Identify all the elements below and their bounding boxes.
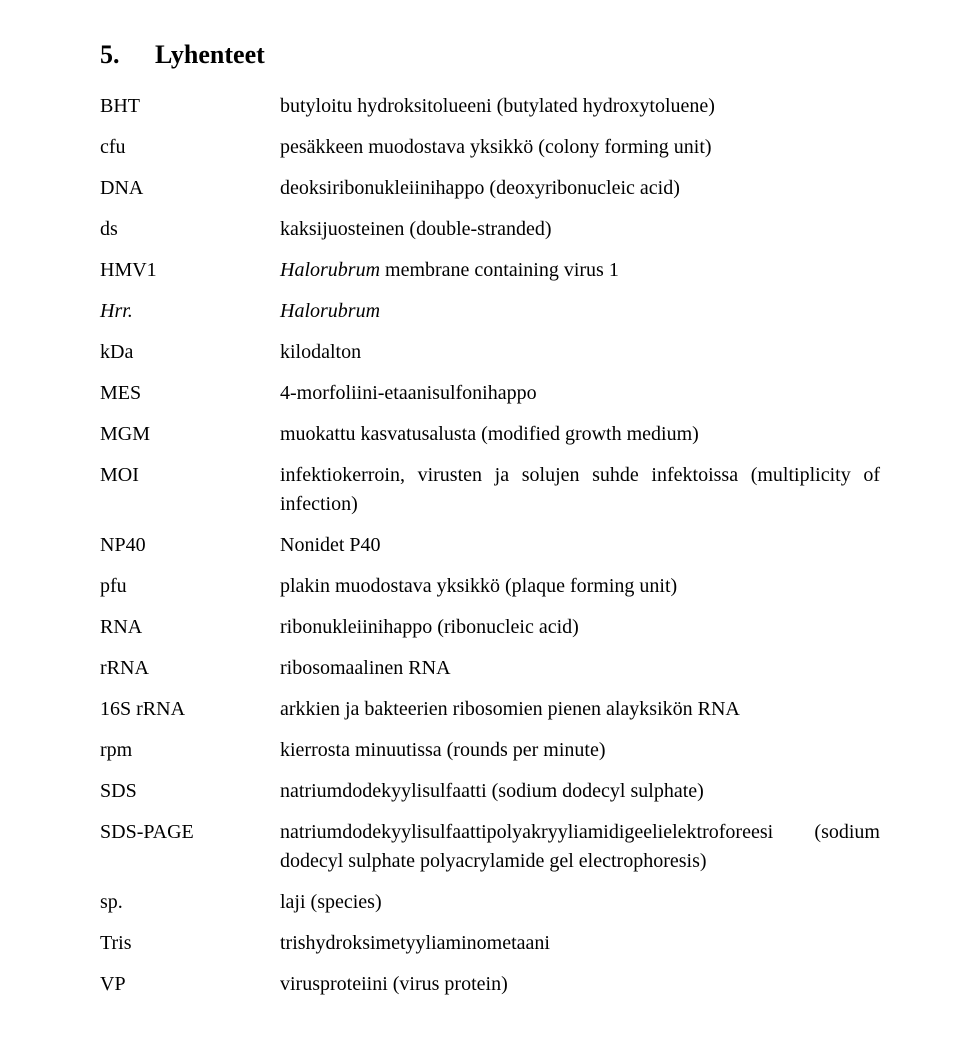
abbr-definition: kierrosta minuutissa (rounds per minute): [280, 736, 880, 765]
abbr-term: rRNA: [100, 654, 280, 683]
abbr-term: MGM: [100, 420, 280, 449]
abbr-row: SDS-PAGEnatriumdodekyylisulfaattipolyakr…: [100, 818, 880, 876]
abbr-row: VPvirusproteiini (virus protein): [100, 970, 880, 999]
abbr-row: cfupesäkkeen muodostava yksikkö (colony …: [100, 133, 880, 162]
abbr-definition: butyloitu hydroksitolueeni (butylated hy…: [280, 92, 880, 121]
abbr-term: VP: [100, 970, 280, 999]
page: 5.Lyhenteet BHTbutyloitu hydroksitolueen…: [0, 0, 960, 1051]
abbr-row: pfuplakin muodostava yksikkö (plaque for…: [100, 572, 880, 601]
abbr-definition: kilodalton: [280, 338, 880, 367]
abbr-definition: ribonukleiinihappo (ribonucleic acid): [280, 613, 880, 642]
abbr-definition: trishydroksimetyyliaminometaani: [280, 929, 880, 958]
abbr-definition: Nonidet P40: [280, 531, 880, 560]
abbr-definition: 4-morfoliini-etaanisulfonihappo: [280, 379, 880, 408]
abbr-row: 16S rRNAarkkien ja bakteerien ribosomien…: [100, 695, 880, 724]
abbr-term: rpm: [100, 736, 280, 765]
abbr-definition: natriumdodekyylisulfaatti (sodium dodecy…: [280, 777, 880, 806]
section-heading: 5.Lyhenteet: [100, 40, 880, 70]
abbr-term: MES: [100, 379, 280, 408]
abbr-row: rRNAribosomaalinen RNA: [100, 654, 880, 683]
abbr-row: MGMmuokattu kasvatusalusta (modified gro…: [100, 420, 880, 449]
abbr-row: MES4-morfoliini-etaanisulfonihappo: [100, 379, 880, 408]
abbr-definition: plakin muodostava yksikkö (plaque formin…: [280, 572, 880, 601]
abbr-definition: virusproteiini (virus protein): [280, 970, 880, 999]
abbr-row: RNAribonukleiinihappo (ribonucleic acid): [100, 613, 880, 642]
abbr-row: NP40Nonidet P40: [100, 531, 880, 560]
abbr-term: ds: [100, 215, 280, 244]
abbr-definition: kaksijuosteinen (double-stranded): [280, 215, 880, 244]
abbr-definition: arkkien ja bakteerien ribosomien pienen …: [280, 695, 880, 724]
abbr-definition: laji (species): [280, 888, 880, 917]
abbr-row: sp.laji (species): [100, 888, 880, 917]
abbr-term: HMV1: [100, 256, 280, 285]
abbr-definition: deoksiribonukleiinihappo (deoxyribonucle…: [280, 174, 880, 203]
abbr-definition: muokattu kasvatusalusta (modified growth…: [280, 420, 880, 449]
abbr-term: NP40: [100, 531, 280, 560]
abbr-term: Hrr.: [100, 297, 280, 326]
abbr-row: Tristrishydroksimetyyliaminometaani: [100, 929, 880, 958]
abbr-row: kDakilodalton: [100, 338, 880, 367]
abbr-row: dskaksijuosteinen (double-stranded): [100, 215, 880, 244]
abbr-term: DNA: [100, 174, 280, 203]
abbr-term: cfu: [100, 133, 280, 162]
abbreviation-list: BHTbutyloitu hydroksitolueeni (butylated…: [100, 92, 880, 999]
abbr-term: RNA: [100, 613, 280, 642]
abbr-term: pfu: [100, 572, 280, 601]
section-number: 5.: [100, 40, 155, 70]
abbr-definition: pesäkkeen muodostava yksikkö (colony for…: [280, 133, 880, 162]
abbr-term: 16S rRNA: [100, 695, 280, 724]
abbr-term: SDS-PAGE: [100, 818, 280, 847]
abbr-row: MOIinfektiokerroin, virusten ja solujen …: [100, 461, 880, 519]
abbr-row: BHTbutyloitu hydroksitolueeni (butylated…: [100, 92, 880, 121]
abbr-definition: Halorubrum membrane containing virus 1: [280, 256, 880, 285]
abbr-row: rpmkierrosta minuutissa (rounds per minu…: [100, 736, 880, 765]
abbr-term: sp.: [100, 888, 280, 917]
abbr-row: HMV1Halorubrum membrane containing virus…: [100, 256, 880, 285]
abbr-definition: natriumdodekyylisulfaattipolyakryyliamid…: [280, 818, 880, 876]
abbr-term: MOI: [100, 461, 280, 490]
abbr-definition: infektiokerroin, virusten ja solujen suh…: [280, 461, 880, 519]
abbr-definition: Halorubrum: [280, 297, 880, 326]
section-title: Lyhenteet: [155, 40, 265, 69]
abbr-row: SDSnatriumdodekyylisulfaatti (sodium dod…: [100, 777, 880, 806]
abbr-term: BHT: [100, 92, 280, 121]
abbr-term: Tris: [100, 929, 280, 958]
abbr-row: DNAdeoksiribonukleiinihappo (deoxyribonu…: [100, 174, 880, 203]
abbr-row: Hrr.Halorubrum: [100, 297, 880, 326]
abbr-term: kDa: [100, 338, 280, 367]
abbr-term: SDS: [100, 777, 280, 806]
abbr-definition: ribosomaalinen RNA: [280, 654, 880, 683]
